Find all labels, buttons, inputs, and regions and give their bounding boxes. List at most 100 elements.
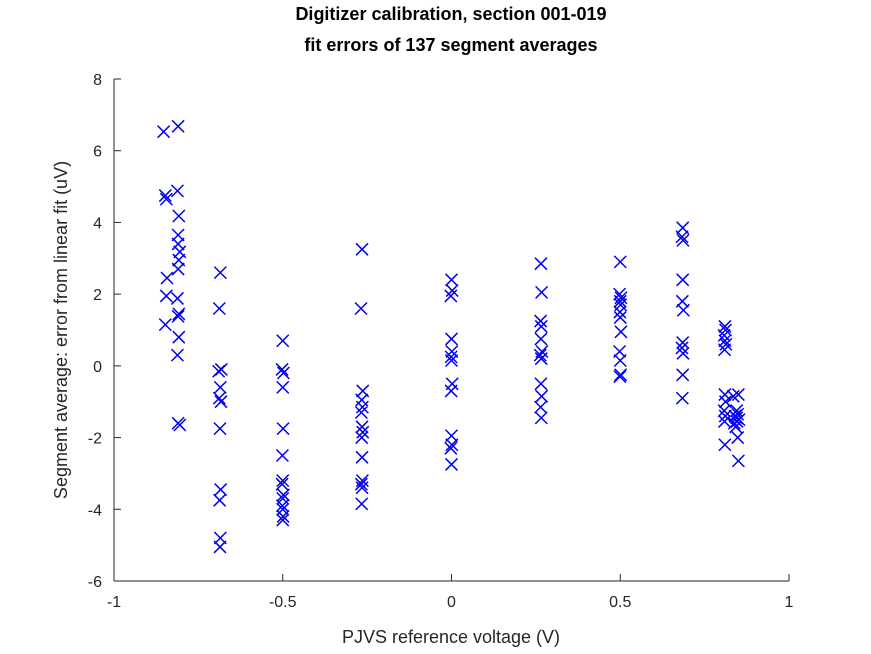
data-point-marker [676,368,690,382]
y-tick-label: -6 [88,574,102,591]
data-point-marker [613,294,627,308]
data-point-marker [276,509,290,523]
data-point-marker [173,418,187,432]
data-point-marker [676,336,690,350]
data-point-marker [355,481,369,495]
data-point-marker [717,404,731,418]
data-point-marker [675,230,689,244]
data-point-marker [731,388,745,402]
data-point-marker [534,257,548,271]
data-point-marker [275,499,289,513]
data-point-marker [158,189,172,203]
data-point-marker [534,377,548,391]
data-point-marker [171,119,185,133]
data-point-marker [676,233,690,247]
chart-title-line-1: Digitizer calibration, section 001-019 [295,4,606,24]
data-point-marker [676,273,690,287]
data-point-marker [276,474,290,488]
data-point-marker [212,391,226,405]
data-point-marker [171,262,185,276]
data-point-marker [444,441,458,455]
data-point-marker [354,301,368,316]
data-point-marker [212,364,226,378]
data-point-marker [159,289,173,303]
data-point-marker [355,431,369,445]
y-tick-label: 8 [93,72,102,89]
data-point-marker [614,368,628,382]
data-point-marker [276,380,290,394]
data-point-marker [444,273,459,287]
data-point-marker [613,305,627,319]
data-point-marker [535,285,549,299]
data-point-marker [444,457,459,471]
data-point-marker [276,422,290,436]
data-point-marker [535,389,549,403]
data-point-marker [444,350,458,364]
data-point-marker [444,332,459,346]
data-point-marker [676,303,690,317]
data-point-marker [172,330,186,344]
data-point-marker [731,431,745,445]
data-point-marker [730,404,744,418]
data-point-marker [356,425,370,439]
data-point-marker [444,384,458,398]
x-tick-label: 0.5 [609,594,631,611]
data-point-marker [675,341,689,355]
data-point-marker [276,366,290,380]
data-point-marker [726,389,740,403]
data-point-marker [213,266,227,280]
data-point-marker [444,353,459,368]
data-point-marker [613,353,627,368]
x-tick-label: -1 [107,594,121,611]
x-tick-label: -0.5 [269,594,297,611]
data-point-marker [613,310,627,324]
data-point-marker [534,400,548,414]
data-markers [157,119,746,554]
data-point-marker [213,540,227,554]
data-point-marker [355,450,369,464]
data-point-marker [613,255,627,269]
data-point-marker [354,405,368,420]
data-point-marker [160,271,174,285]
y-tick-label: 6 [93,144,102,161]
data-point-marker [275,477,289,491]
data-point-marker [170,348,184,362]
data-point-marker [276,334,290,348]
data-point-marker [718,343,732,357]
data-point-marker [719,337,733,351]
data-point-marker [171,237,185,251]
tick-group: -1 -0.5 0 0.5 1 -6 -4 -2 0 2 4 6 8 [88,72,794,611]
data-point-marker [534,319,548,333]
data-point-marker [534,332,548,346]
data-point-marker [534,411,548,425]
y-tick-label: -2 [88,431,102,448]
data-point-marker [533,348,547,362]
data-point-marker [171,309,185,323]
x-tick-label: 1 [785,594,794,611]
data-point-marker [729,420,743,434]
data-point-marker [355,497,369,511]
data-point-marker [213,422,227,436]
data-point-marker [718,438,732,452]
data-point-marker [718,409,732,423]
data-point-marker [213,380,227,394]
data-point-marker [731,454,745,468]
data-point-marker [675,391,689,405]
data-point-marker [445,438,459,452]
data-point-marker [719,323,733,337]
x-tick-label: 0 [447,594,456,611]
data-point-marker [275,448,289,463]
data-point-marker [172,307,186,321]
data-point-marker [355,420,369,434]
data-point-marker [354,477,368,491]
data-point-marker [212,301,226,316]
y-axis-label: Segment average: error from linear fit (… [51,161,71,499]
data-point-marker [613,370,627,384]
data-point-marker [170,184,184,198]
data-point-marker [276,513,290,527]
data-point-marker [534,314,548,328]
data-point-marker [355,400,369,414]
y-tick-label: -4 [88,502,102,519]
data-point-marker [355,242,369,256]
